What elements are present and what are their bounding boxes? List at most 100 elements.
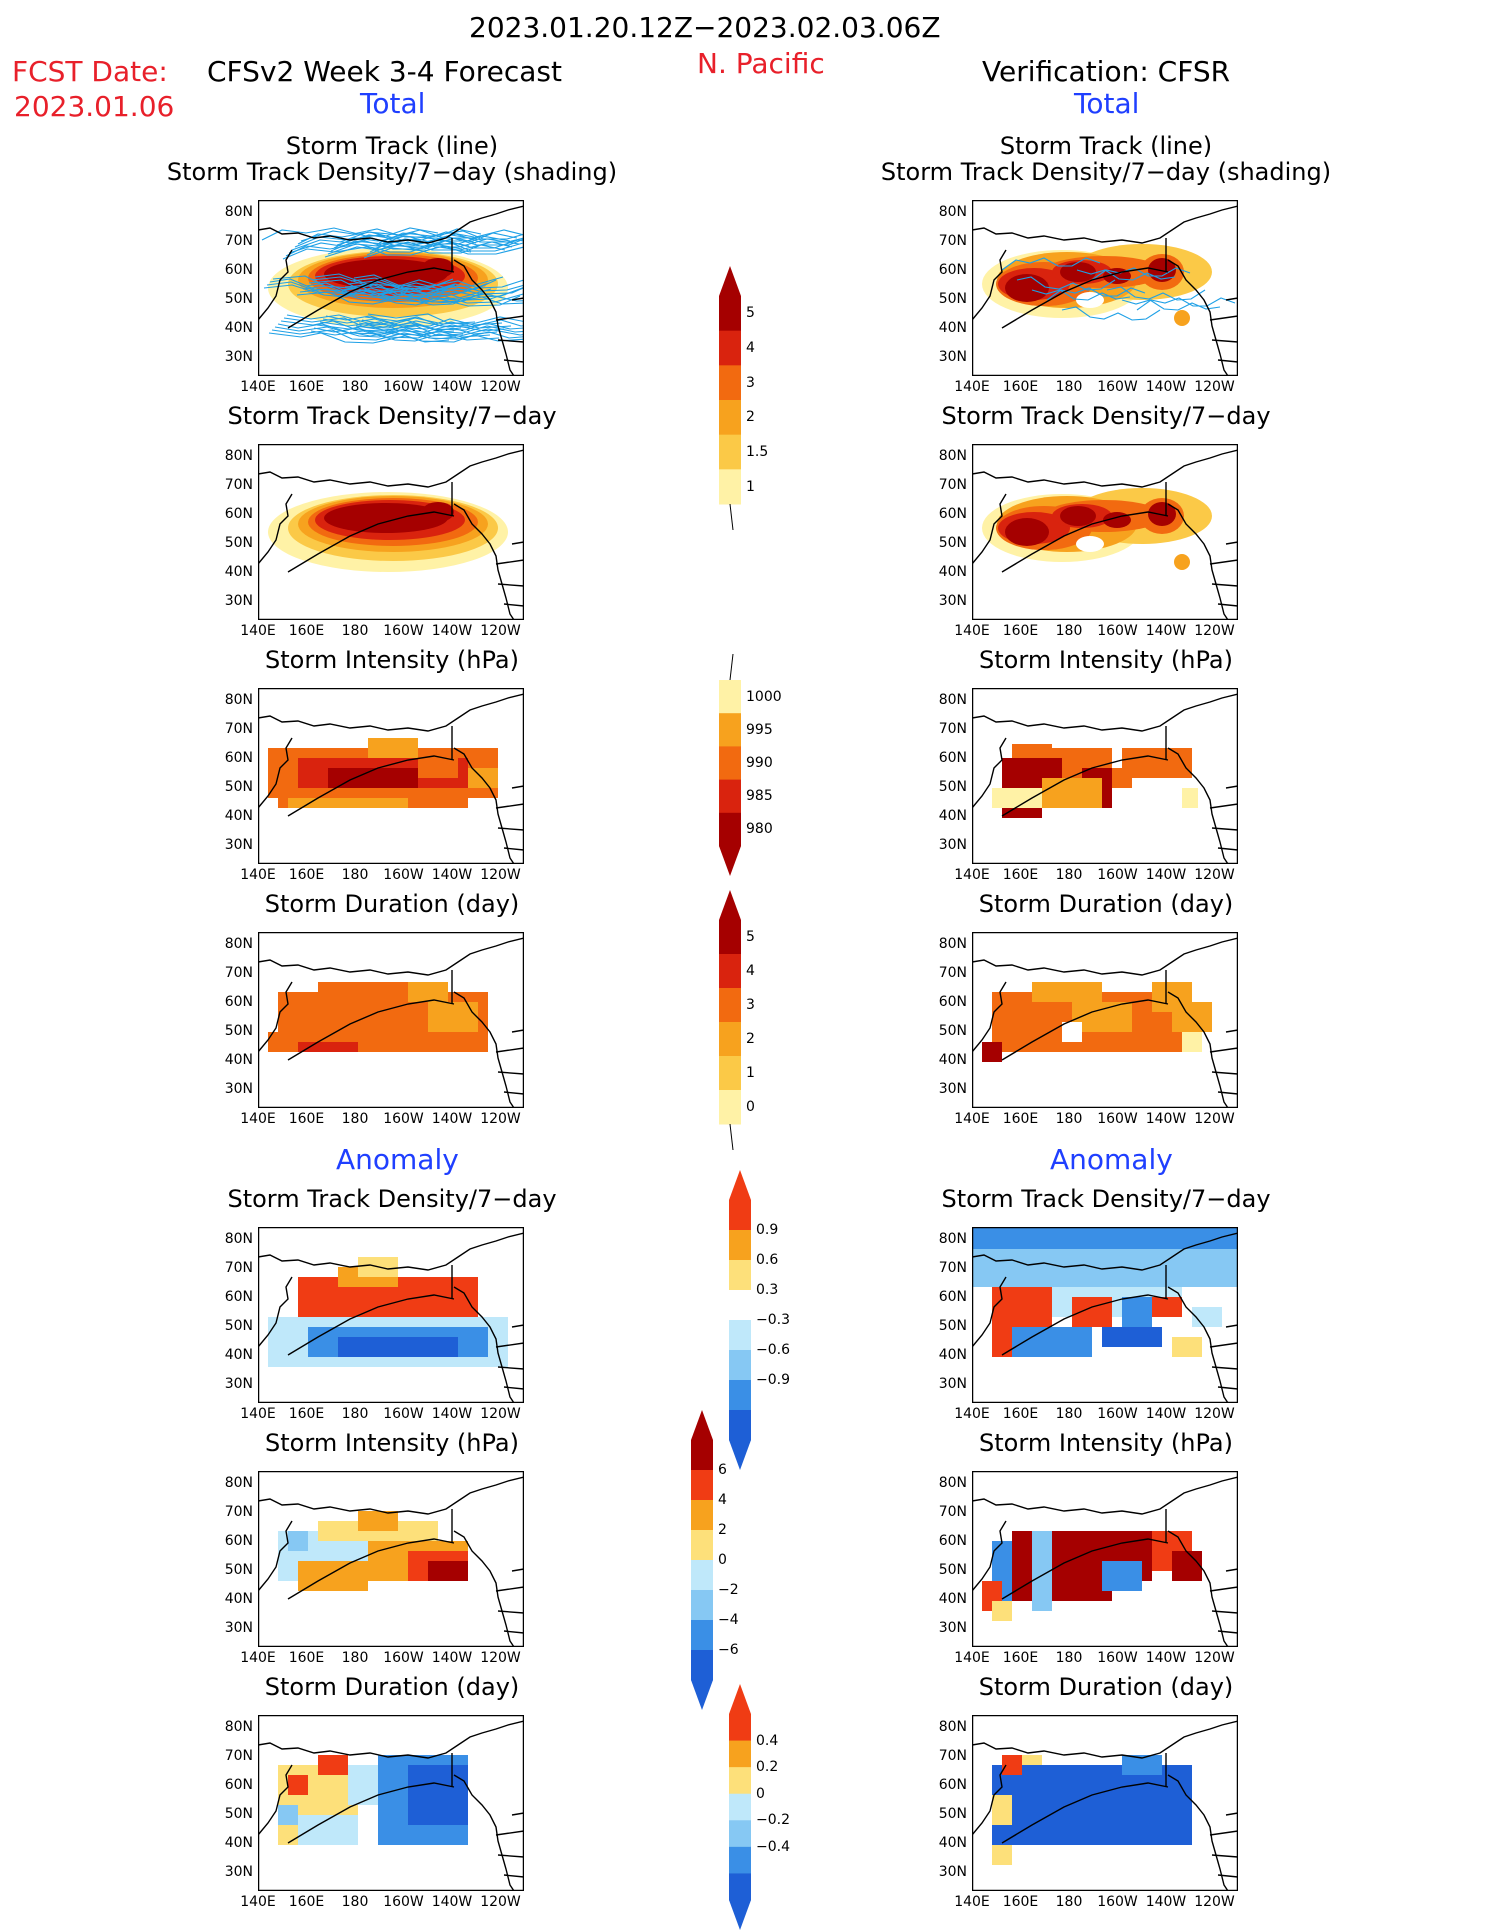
grid-cell [288, 1775, 308, 1795]
x-tick-label: 160W [383, 1111, 424, 1127]
grid-cell [1172, 1337, 1202, 1357]
x-tick-label: 160E [1002, 1111, 1039, 1127]
state-borders [1209, 785, 1238, 851]
y-tick-label: 60N [938, 1289, 967, 1305]
colorbar-label: −0.4 [756, 1838, 790, 1855]
colorbar-label: 4 [746, 340, 755, 356]
x-tick-label: 140E [954, 623, 990, 639]
left-column-title: CFSv2 Week 3-4 Forecast [207, 55, 562, 88]
x-tick-label: 160W [1097, 1111, 1138, 1127]
colorbar-swatch [729, 1350, 751, 1381]
colorbar-label: 985 [746, 788, 773, 805]
panel-title: Storm Duration (day) [978, 1673, 1234, 1701]
colorbar-label: 2 [746, 1031, 755, 1047]
storm-track [335, 292, 521, 307]
x-tick-label: 160E [1002, 623, 1039, 639]
y-tick-label: 30N [224, 593, 253, 609]
fcst-intensity-map [258, 688, 524, 864]
aleutian-arc [287, 1782, 455, 1844]
x-tick-label: 160E [288, 1111, 325, 1127]
x-tick-label: 180 [341, 867, 369, 883]
map-frame [258, 200, 524, 376]
map-frame [258, 1471, 524, 1647]
grid-cell [1032, 1531, 1052, 1611]
coastline-asia [972, 1520, 1007, 1592]
y-tick-label: 80N [938, 1475, 967, 1491]
x-tick-label: 120W [1194, 1650, 1235, 1666]
storm-track [268, 332, 450, 344]
colorbar-swatch [729, 1820, 751, 1848]
x-tick-label: 160E [288, 1406, 325, 1422]
grid-cell [358, 1511, 398, 1531]
aleutian-arc [1001, 755, 1169, 817]
aleutian-arc [287, 1294, 455, 1356]
colorbar-label: 1 [746, 1065, 755, 1081]
storm-track [291, 237, 477, 251]
y-tick-label: 60N [224, 506, 253, 522]
coastline-america [453, 1530, 515, 1647]
colorbar-label: 0 [756, 1785, 765, 1802]
grid-cell [1042, 778, 1102, 808]
storm-track [285, 243, 463, 257]
right-total-label: Total [1074, 87, 1140, 120]
density-blob [1005, 518, 1049, 546]
x-tick-label: 160W [383, 1894, 424, 1910]
obs-track-map [972, 200, 1238, 376]
colorbar-label: −0.9 [756, 1372, 790, 1388]
colorbar-swatch [729, 1767, 751, 1795]
map-frame [972, 444, 1238, 620]
y-tick-label: 40N [938, 808, 967, 824]
coastline-north [972, 693, 1238, 732]
y-tick-label: 60N [224, 994, 253, 1010]
coastline-america [1167, 503, 1229, 620]
storm-track [361, 319, 524, 331]
y-tick-label: 70N [938, 1748, 967, 1764]
aleutian-arc [287, 755, 455, 817]
coastline-north [972, 1720, 1238, 1759]
intensity-colorbar [719, 653, 741, 876]
x-tick-label: 160E [288, 867, 325, 883]
colorbar-arrow-bottom [729, 1900, 751, 1930]
coastline-asia [258, 1764, 293, 1836]
colorbar-label: 3 [746, 997, 755, 1013]
density-blob [1174, 554, 1190, 570]
x-tick-label: 160W [383, 1650, 424, 1666]
coastline-america [1167, 991, 1229, 1108]
y-tick-label: 50N [938, 1806, 967, 1822]
y-tick-label: 40N [224, 1347, 253, 1363]
y-tick-label: 40N [224, 1052, 253, 1068]
x-tick-label: 180 [341, 1111, 369, 1127]
panel-title: Storm Intensity (hPa) [979, 646, 1233, 674]
fcst-duration-map [258, 932, 524, 1108]
colorbar-swatch [719, 713, 741, 747]
state-borders [495, 1029, 524, 1095]
x-tick-label: 140W [1145, 623, 1187, 639]
x-tick-label: 120W [1194, 379, 1235, 395]
colorbar-arrow-bottom [691, 1680, 713, 1710]
grid-cell [1032, 982, 1102, 1002]
grid-cell [318, 1755, 348, 1775]
storm-track [353, 274, 524, 289]
panel-title: Storm Intensity (hPa) [265, 1429, 519, 1457]
storm-track [1061, 306, 1161, 321]
fcst-duration-anom-map [258, 1715, 524, 1891]
fcst-intensity-field [268, 738, 498, 808]
y-tick-label: 80N [938, 204, 967, 220]
state-borders [495, 1568, 524, 1634]
grid-cell [278, 1805, 298, 1825]
grid-cell [288, 1531, 308, 1551]
y-tick-label: 50N [938, 291, 967, 307]
aleutian-arc [1001, 1782, 1169, 1844]
colorbar-label: 0.9 [756, 1222, 779, 1238]
y-tick-label: 30N [224, 1864, 253, 1880]
coastline-america [453, 1774, 515, 1891]
x-tick-label: 140E [954, 1894, 990, 1910]
colorbar-swatch [729, 1410, 751, 1441]
colorbar-label: 1 [746, 478, 755, 495]
y-tick-label: 80N [224, 204, 253, 220]
x-tick-label: 140W [1145, 379, 1187, 395]
coastline-america [453, 259, 515, 376]
state-borders [1209, 1568, 1238, 1634]
density-blob [1005, 274, 1049, 302]
coastline-asia [972, 737, 1007, 809]
